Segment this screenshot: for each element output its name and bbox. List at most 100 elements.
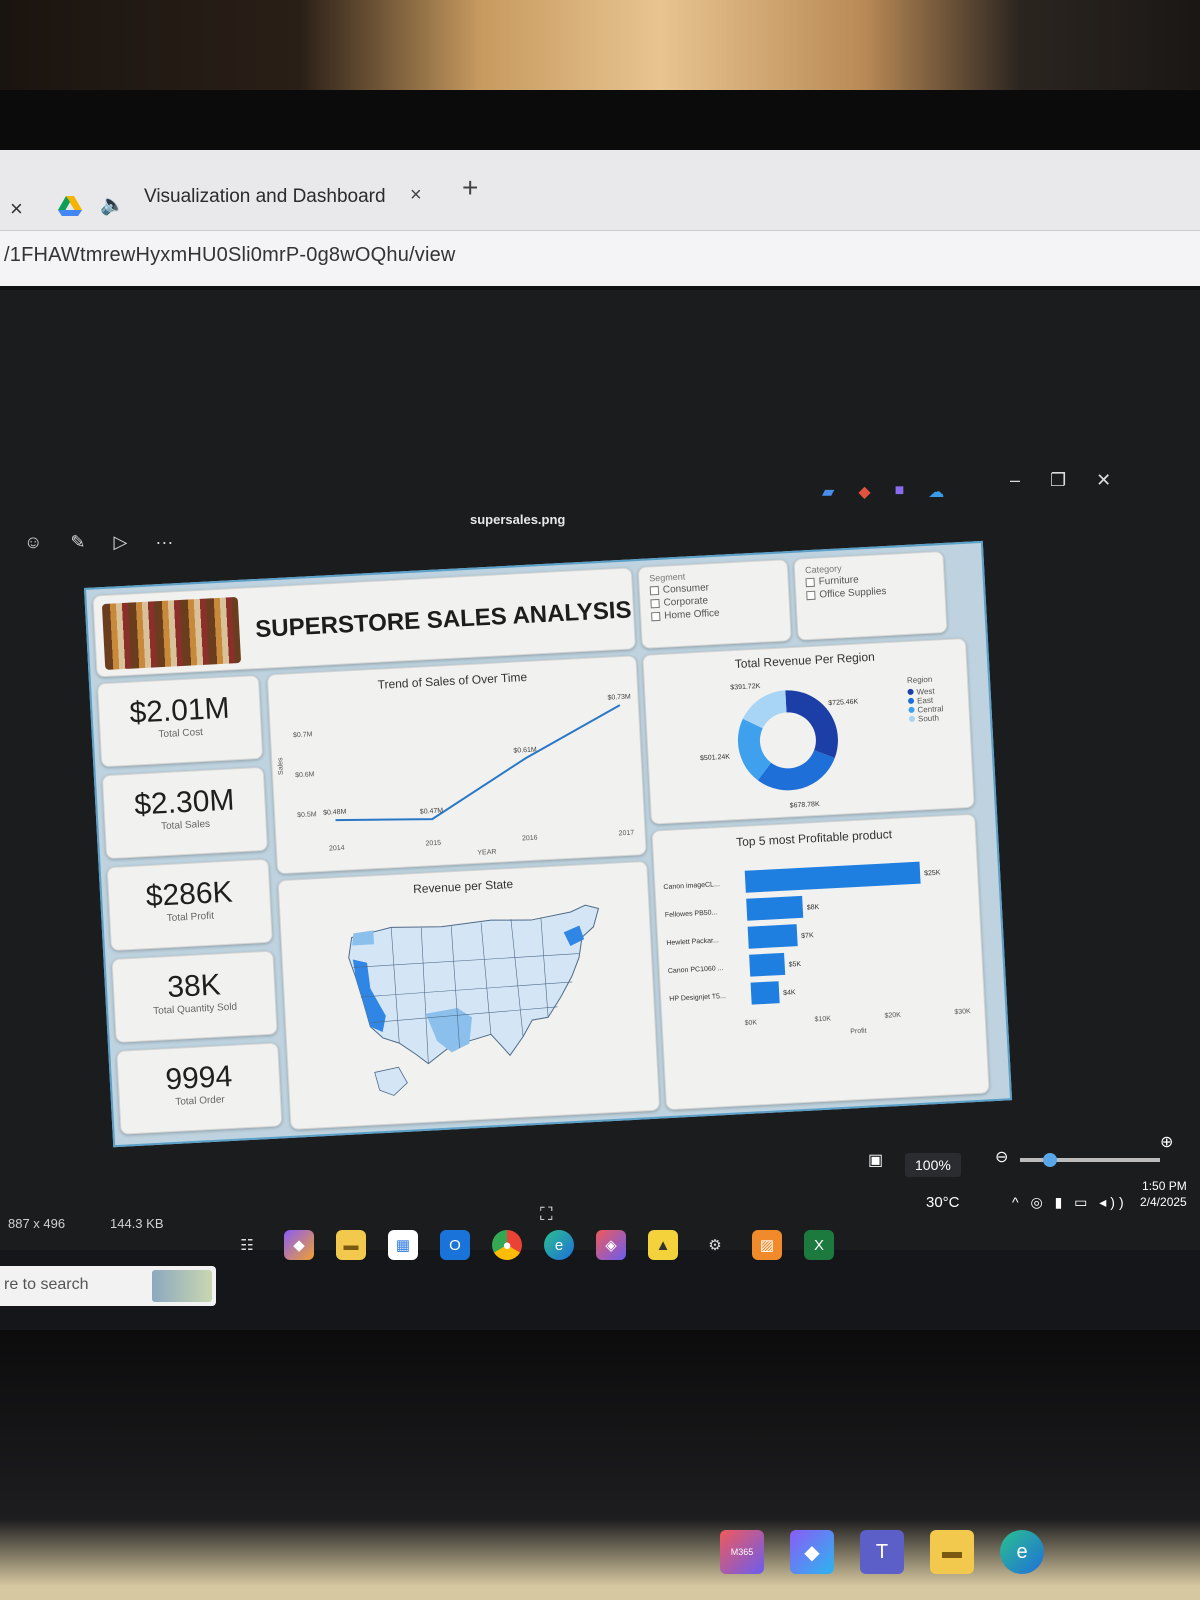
state-new-york	[563, 925, 585, 947]
profit-bar	[744, 861, 921, 893]
taskbar-apps: ☷ ◆ ▬ ▦ O ● e ◈ ▲ ⚙ ▨ X	[232, 1230, 834, 1260]
y-tick-label: $0.6M	[295, 771, 315, 779]
profit-bar	[749, 952, 786, 977]
x-tick-label: 2015	[425, 840, 441, 848]
m365-icon[interactable]: ◈	[596, 1230, 626, 1260]
checkbox-furniture[interactable]	[805, 577, 815, 588]
tab-close-icon[interactable]: ×	[410, 184, 422, 206]
edge-icon[interactable]: e	[544, 1230, 574, 1260]
edit-icon[interactable]: ✎	[70, 532, 86, 552]
x-axis-label: YEAR	[477, 849, 496, 857]
trend-line-chart: $0.5M $0.6M $0.7M Sales $0.48M 2014 $0.47M 2015…	[277, 694, 634, 857]
url-text[interactable]: /1FHAWtmrewHyxmHU0Sli0mrP-0g8wOQhu/view	[4, 244, 456, 266]
new-tab-button[interactable]: +	[462, 172, 479, 203]
region-legend: West East Central South	[907, 686, 944, 724]
clipchamp-icon[interactable]: ■	[894, 482, 905, 499]
m365-dock-icon[interactable]: M365	[720, 1530, 764, 1574]
weather-widget[interactable]: 30°C	[926, 1194, 960, 1211]
clock-date: 2/4/2025	[1140, 1195, 1187, 1209]
taskbar-clock[interactable]: 1:50 PM 2/4/2025	[1140, 1178, 1187, 1210]
sales-trend-line	[335, 704, 621, 822]
folder-icon[interactable]: ▬	[930, 1530, 974, 1574]
store-icon[interactable]: ▦	[388, 1230, 418, 1260]
copilot-icon[interactable]: ◆	[284, 1230, 314, 1260]
viewer-toolbar: ☺ ✎ ▷ ···	[24, 532, 173, 553]
fit-frame-icon[interactable]: ▣	[868, 1152, 884, 1169]
window-close-icon[interactable]: ×	[10, 196, 23, 221]
profit-bar	[750, 981, 780, 1005]
google-drive-icon	[58, 196, 82, 216]
settings-icon[interactable]: ⚙	[708, 1237, 722, 1254]
x-tick-label: 2014	[329, 845, 345, 853]
y-tick-label: $0.5M	[297, 811, 317, 819]
outlook-icon[interactable]: O	[440, 1230, 470, 1260]
paint-icon[interactable]: ◆	[858, 484, 871, 501]
dashboard-title: SUPERSTORE SALES ANALYSIS	[254, 596, 633, 644]
donut-slice-west	[785, 690, 838, 759]
bar-data-label: $25K	[924, 870, 941, 878]
legend-swatch	[908, 706, 915, 714]
photos-icon[interactable]: ▲	[648, 1230, 678, 1260]
speaker-icon[interactable]: 🔈	[100, 194, 125, 216]
task-view-icon[interactable]: ☷	[240, 1237, 254, 1254]
map-card: Revenue per State	[277, 860, 661, 1130]
legend-swatch	[907, 688, 914, 696]
onedrive-icon[interactable]: ☁	[928, 484, 945, 501]
option-furniture[interactable]: Furniture	[818, 574, 859, 588]
screen-capture-icon[interactable]: ⛶	[540, 1204, 553, 1224]
edge-dock-icon[interactable]: e	[1000, 1530, 1044, 1574]
region-legend-title: Region	[906, 674, 933, 686]
segment-filter[interactable]: Segment Consumer Corporate Home Office	[637, 559, 792, 649]
dashboard-image: SUPERSTORE SALES ANALYSIS Segment Consum…	[84, 540, 1013, 1148]
donut-data-label: $725.46K	[828, 699, 859, 708]
x-tick-label: $20K	[884, 1012, 901, 1020]
zoom-slider-knob[interactable]	[1042, 1153, 1057, 1167]
excel-icon[interactable]: X	[804, 1230, 834, 1260]
checkbox-consumer[interactable]	[649, 585, 660, 596]
us-states-shape	[348, 904, 600, 1065]
chrome-icon[interactable]: ●	[492, 1230, 522, 1260]
donut-data-label: $501.24K	[700, 754, 731, 763]
restore-icon[interactable]: ❐	[1050, 470, 1067, 490]
zoom-in-icon[interactable]: ⊕	[1160, 1134, 1174, 1151]
zoom-slider[interactable]	[1020, 1153, 1160, 1167]
bar-category-label: HP Designjet T5...	[669, 993, 726, 1003]
option-corporate[interactable]: Corporate	[663, 595, 709, 609]
system-tray-icons[interactable]: ^ ◎ ▮ ▭ ◂))	[1012, 1194, 1128, 1210]
x-tick-label: $30K	[954, 1008, 971, 1016]
kpi-card: 38K Total Quantity Sold	[111, 950, 278, 1043]
zoom-out-icon[interactable]: ⊖	[995, 1149, 1009, 1166]
y-axis-label: Sales	[277, 757, 285, 775]
checkbox-corporate[interactable]	[650, 598, 660, 609]
pen-icon[interactable]: ▰	[822, 484, 835, 501]
kpi-card: $286K Total Profit	[106, 858, 273, 952]
legend-swatch	[908, 715, 916, 722]
donut-slice-south	[742, 690, 787, 729]
profit-bar	[746, 895, 804, 921]
address-bar[interactable]	[0, 230, 1200, 286]
close-window-icon[interactable]: ✕	[1096, 470, 1112, 490]
tab-title[interactable]: Visualization and Dashboard	[144, 186, 386, 207]
checkbox-home-office[interactable]	[651, 611, 661, 622]
slideshow-icon[interactable]: ▷	[113, 532, 128, 552]
state-borders	[353, 917, 579, 1064]
x-tick-label: $10K	[814, 1015, 831, 1023]
option-office-supplies[interactable]: Office Supplies	[819, 586, 887, 601]
minimize-icon[interactable]: –	[1010, 470, 1021, 490]
file-explorer-icon[interactable]: ▬	[336, 1230, 366, 1260]
legend-item: South	[908, 713, 944, 724]
category-filter[interactable]: Category Furniture Office Supplies	[793, 550, 948, 641]
kpi-card: $2.01M Total Cost	[97, 674, 264, 768]
region-donut-chart: $725.46K $678.78K $501.24K $391.72K	[700, 683, 859, 810]
trend-chart-card: Trend of Sales of Over Time $0.5M $0.6M $0…	[266, 655, 647, 875]
more-icon[interactable]: ···	[155, 532, 174, 552]
photos-app-icon[interactable]: ▨	[752, 1230, 782, 1260]
option-consumer[interactable]: Consumer	[662, 582, 710, 596]
teams-icon[interactable]: T	[860, 1530, 904, 1574]
checkbox-office-supplies[interactable]	[806, 590, 816, 601]
zoom-dropdown[interactable]: 100%	[905, 1153, 961, 1177]
copilot-dock-icon[interactable]: ◆	[790, 1530, 834, 1574]
face-icon[interactable]: ☺	[24, 532, 43, 552]
option-home-office[interactable]: Home Office	[663, 607, 720, 622]
bar-category-label: Canon PC1060 ...	[668, 965, 724, 975]
